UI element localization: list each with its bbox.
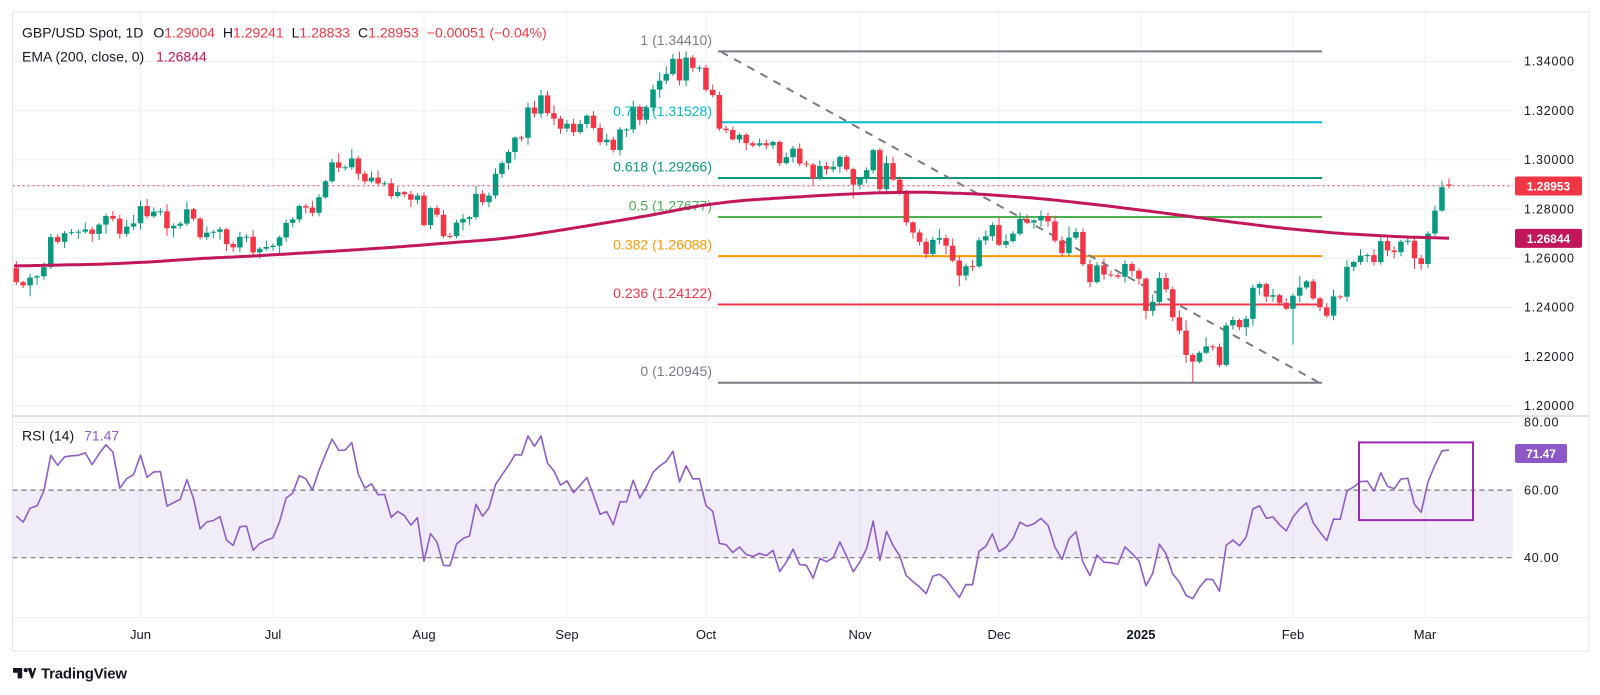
svg-text:1.34000: 1.34000 (1524, 55, 1575, 69)
svg-text:1.20000: 1.20000 (1524, 399, 1575, 413)
svg-text:40.00: 40.00 (1524, 551, 1559, 565)
svg-text:EMA (200, close, 0)1.26844: EMA (200, close, 0) 1.26844 (22, 49, 207, 65)
svg-text:Dec: Dec (987, 627, 1011, 642)
svg-text:1.26844: 1.26844 (1527, 232, 1571, 246)
svg-text:Sep: Sep (555, 627, 578, 642)
svg-text:1.24000: 1.24000 (1524, 301, 1575, 315)
svg-text:60.00: 60.00 (1524, 483, 1559, 497)
svg-text:Jul: Jul (265, 627, 282, 642)
svg-text:Aug: Aug (412, 627, 435, 642)
svg-text:Jun: Jun (130, 627, 151, 642)
svg-text:1.28000: 1.28000 (1524, 202, 1575, 216)
svg-text:1.32000: 1.32000 (1524, 104, 1575, 118)
svg-text:Mar: Mar (1414, 627, 1437, 642)
svg-text:1.28953: 1.28953 (1527, 179, 1571, 193)
svg-text:0.382 (1.26088): 0.382 (1.26088) (613, 237, 712, 253)
svg-text:0 (1.20945): 0 (1.20945) (640, 363, 712, 379)
svg-text:71.47: 71.47 (1526, 447, 1556, 461)
svg-text:1.26000: 1.26000 (1524, 252, 1575, 266)
svg-text:80.00: 80.00 (1524, 416, 1559, 430)
svg-text:2025: 2025 (1127, 627, 1156, 642)
svg-text:0.618 (1.29266): 0.618 (1.29266) (613, 159, 712, 175)
svg-text:TradingView: TradingView (41, 666, 127, 683)
svg-text:Oct: Oct (696, 627, 717, 642)
svg-text:1.22000: 1.22000 (1524, 350, 1575, 364)
svg-text:0.5 (1.27677): 0.5 (1.27677) (629, 198, 712, 214)
svg-text:RSI (14)71.47: RSI (14) 71.47 (22, 428, 119, 444)
svg-text:1 (1.34410): 1 (1.34410) (640, 32, 712, 48)
svg-text:1.30000: 1.30000 (1524, 153, 1575, 167)
svg-text:0.236 (1.24122): 0.236 (1.24122) (613, 285, 712, 301)
svg-text:Nov: Nov (848, 627, 872, 642)
svg-text:0.786 (1.31528): 0.786 (1.31528) (613, 103, 712, 119)
svg-text:Feb: Feb (1282, 627, 1304, 642)
